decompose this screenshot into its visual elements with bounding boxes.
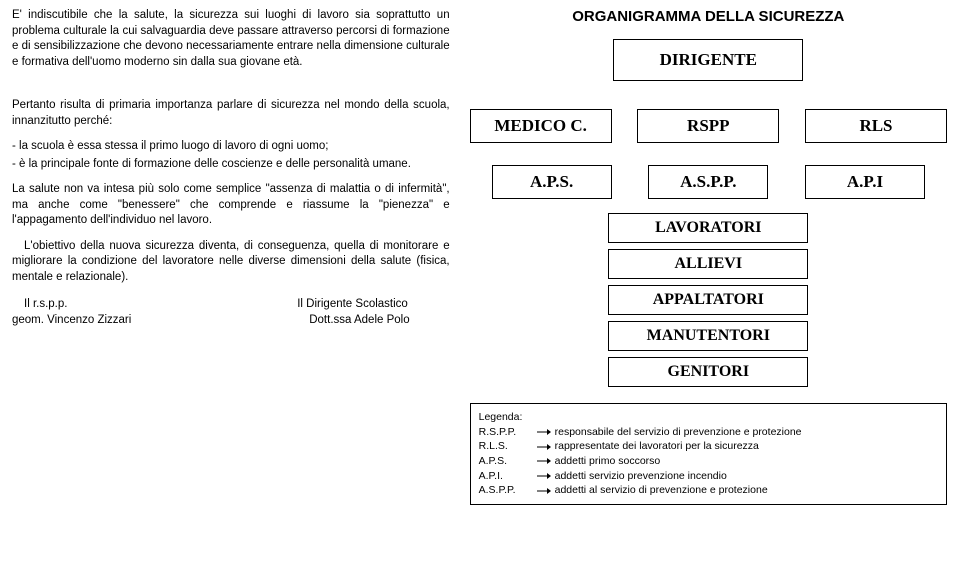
sig-name-right: Dott.ssa Adele Polo — [297, 313, 409, 329]
box-api: A.P.I — [805, 165, 925, 199]
arrow-icon — [537, 428, 555, 436]
legend-row-0: R.S.P.P. responsabile del servizio di pr… — [479, 425, 938, 440]
legend-desc-4: addetti al servizio di prevenzione e pro… — [555, 483, 768, 498]
org-chart-column: ORGANIGRAMMA DELLA SICUREZZA DIRIGENTE M… — [470, 8, 947, 569]
legend-desc-1: rappresentate dei lavoratori per la sicu… — [555, 439, 759, 454]
sig-name-left: geom. Vincenzo Zizzari — [12, 313, 131, 329]
legend-row-3: A.P.I. addetti servizio prevenzione ince… — [479, 469, 938, 484]
left-text-column: E' indiscutibile che la salute, la sicur… — [12, 8, 470, 569]
box-rls: RLS — [805, 109, 947, 143]
box-lavoratori: LAVORATORI — [608, 213, 808, 243]
legend-title: Legenda: — [479, 410, 938, 425]
paragraph-1: E' indiscutibile che la salute, la sicur… — [12, 8, 450, 70]
paragraph-4: L'obiettivo della nuova sicurezza divent… — [12, 239, 450, 286]
bullet-2: - è la principale fonte di formazione de… — [12, 157, 450, 173]
legend-abbr-1: R.L.S. — [479, 439, 537, 454]
arrow-icon — [537, 472, 555, 480]
row-appaltatori: APPALTATORI — [470, 285, 947, 315]
legend-box: Legenda: R.S.P.P. responsabile del servi… — [470, 403, 947, 505]
box-manutentori: MANUTENTORI — [608, 321, 808, 351]
signature-right: Il Dirigente Scolastico Dott.ssa Adele P… — [297, 297, 449, 328]
row-genitori: GENITORI — [470, 357, 947, 387]
box-medico: MEDICO C. — [470, 109, 612, 143]
box-aspp: A.S.P.P. — [648, 165, 768, 199]
signature-left: Il r.s.p.p. geom. Vincenzo Zizzari — [12, 297, 131, 328]
legend-row-1: R.L.S. rappresentate dei lavoratori per … — [479, 439, 938, 454]
legend-desc-3: addetti servizio prevenzione incendio — [555, 469, 727, 484]
box-allievi: ALLIEVI — [608, 249, 808, 279]
legend-abbr-0: R.S.P.P. — [479, 425, 537, 440]
box-appaltatori: APPALTATORI — [608, 285, 808, 315]
row-manutentori: MANUTENTORI — [470, 321, 947, 351]
legend-abbr-3: A.P.I. — [479, 469, 537, 484]
legend-row-4: A.S.P.P. addetti al servizio di prevenzi… — [479, 483, 938, 498]
row-allievi: ALLIEVI — [470, 249, 947, 279]
org-row-2: A.P.S. A.S.P.P. A.P.I — [470, 165, 947, 199]
paragraph-2: Pertanto risulta di primaria importanza … — [12, 98, 450, 129]
legend-abbr-2: A.P.S. — [479, 454, 537, 469]
arrow-icon — [537, 487, 555, 495]
legend-abbr-4: A.S.P.P. — [479, 483, 537, 498]
box-aps: A.P.S. — [492, 165, 612, 199]
box-dirigente: DIRIGENTE — [613, 39, 803, 81]
box-rspp: RSPP — [637, 109, 779, 143]
legend-desc-2: addetti primo soccorso — [555, 454, 661, 469]
signature-row: Il r.s.p.p. geom. Vincenzo Zizzari Il Di… — [12, 297, 450, 328]
legend-desc-0: responsabile del servizio di prevenzione… — [555, 425, 802, 440]
box-genitori: GENITORI — [608, 357, 808, 387]
legend-row-2: A.P.S. addetti primo soccorso — [479, 454, 938, 469]
arrow-icon — [537, 457, 555, 465]
sig-role-left: Il r.s.p.p. — [12, 297, 131, 313]
sig-role-right: Il Dirigente Scolastico — [297, 297, 409, 313]
row-lavoratori: LAVORATORI — [470, 213, 947, 243]
dirigente-row: DIRIGENTE — [470, 39, 947, 81]
org-row-1: MEDICO C. RSPP RLS — [470, 109, 947, 143]
org-chart-title: ORGANIGRAMMA DELLA SICUREZZA — [470, 8, 947, 25]
arrow-icon — [537, 443, 555, 451]
bullet-1: - la scuola è essa stessa il primo luogo… — [12, 139, 450, 155]
paragraph-3: La salute non va intesa più solo come se… — [12, 182, 450, 229]
